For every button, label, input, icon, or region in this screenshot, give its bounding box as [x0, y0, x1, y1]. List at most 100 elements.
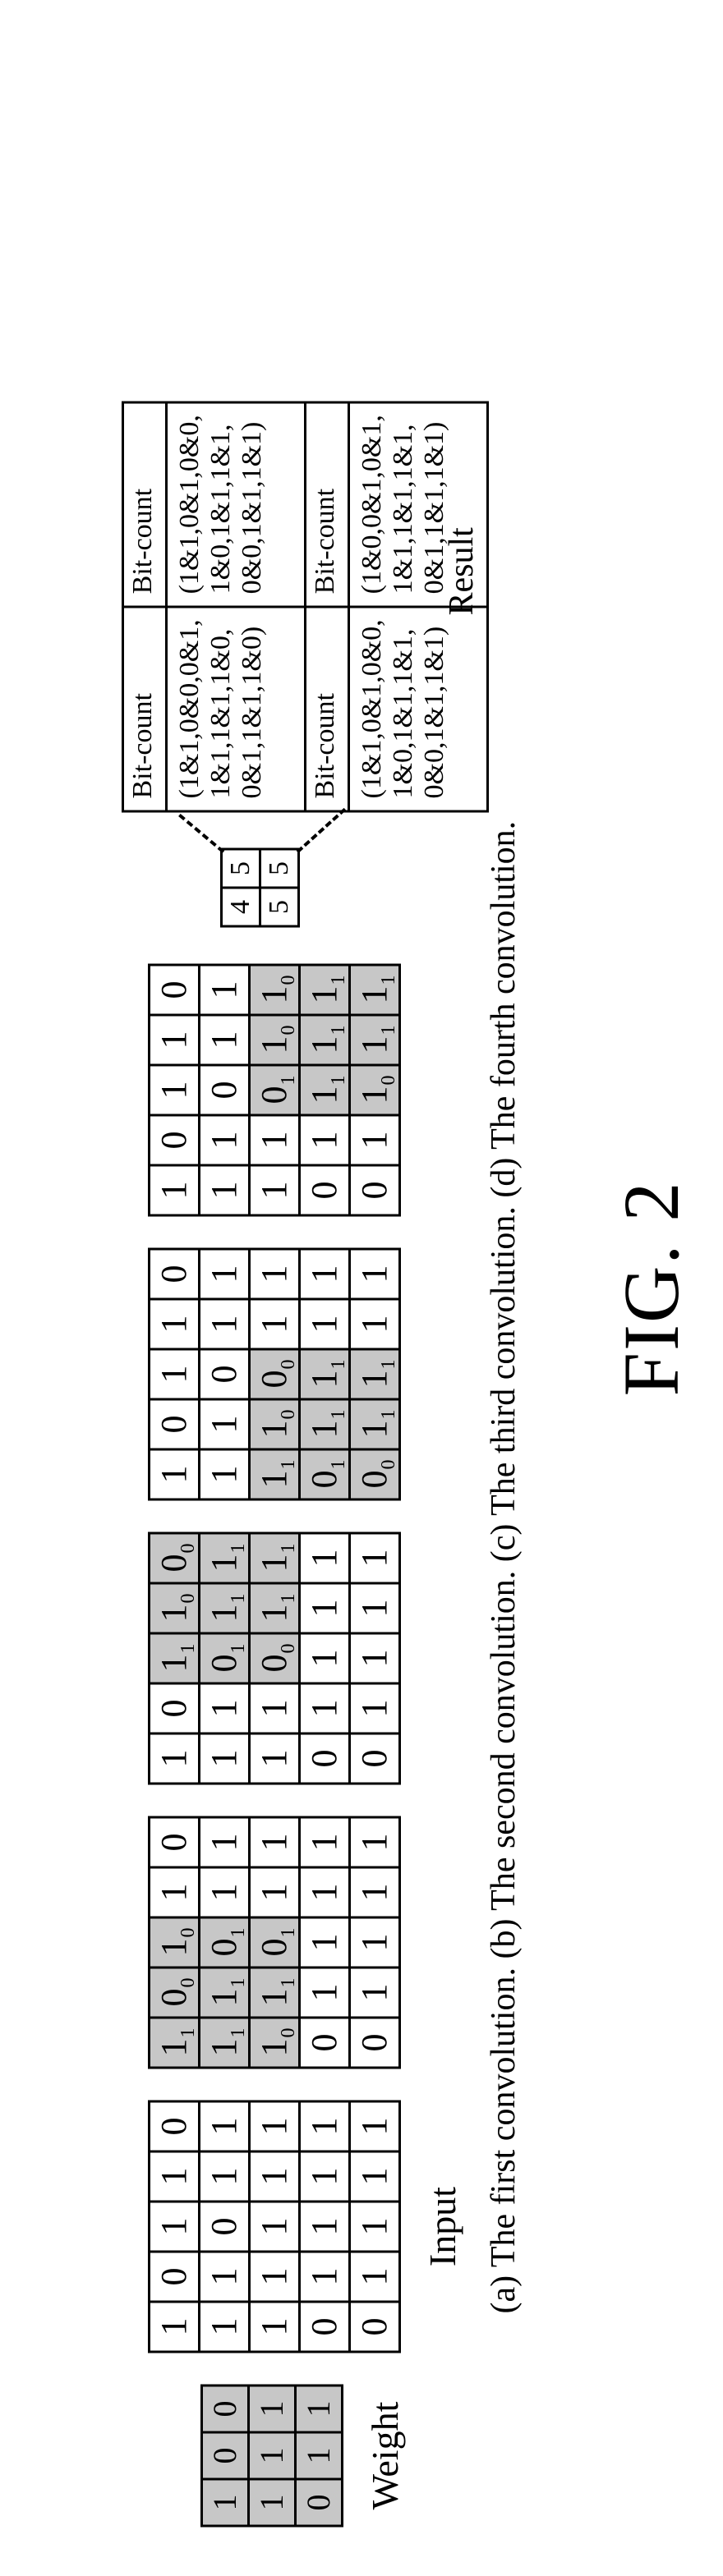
cell: 1	[249, 2432, 296, 2479]
cell: 1	[200, 2151, 250, 2202]
cell: 1	[250, 1165, 300, 1215]
cell: 11	[250, 1533, 300, 1583]
cell: 1	[250, 2252, 300, 2302]
cell: 00	[350, 1449, 400, 1499]
cell: 1	[300, 1583, 350, 1633]
cell: 1	[250, 1249, 300, 1299]
cell: 5	[260, 849, 299, 888]
cell: 0	[350, 2018, 400, 2068]
cell: 1	[300, 1249, 350, 1299]
cell: 1	[150, 1733, 200, 1784]
cell: 1	[300, 2151, 350, 2202]
bitcount-text-0: (1&1,0&0,0&1, 1&1,1&1,1&0, 0&1,1&1,1&0)	[174, 619, 267, 798]
conv-d-matrix: 1011011011110110100111111101101111	[148, 963, 401, 1216]
cell: 1	[150, 2302, 200, 2352]
bitcount-text-1: (1&1,0&1,0&0, 1&0,1&1,1&1, 0&0,1&1,1&1)	[174, 415, 267, 594]
cell: 1	[250, 1299, 300, 1349]
conv-a-matrix: 1100101011110111101101110111101111	[148, 1816, 401, 2069]
cell: 1	[250, 2302, 300, 2352]
figure-stage: 100111011 Weight 10110110111111101111011…	[0, 0, 723, 2576]
cell: 1	[350, 1533, 400, 1583]
cell: 11	[250, 1449, 300, 1499]
cell: 10	[350, 1065, 400, 1115]
conv-b-block: 1011100011011111110011110111101111	[148, 1531, 401, 1784]
cell: 1	[250, 1115, 300, 1165]
cell: 1	[200, 1399, 250, 1449]
cell: 1	[350, 2202, 400, 2252]
cell: 0	[200, 1065, 250, 1115]
cell: 1	[350, 1683, 400, 1733]
cell: 1	[200, 1015, 250, 1065]
cell: 0	[202, 2432, 249, 2479]
cell: 11	[250, 1968, 300, 2018]
cell: 0	[150, 2101, 200, 2151]
dash-connector-bot	[297, 807, 347, 852]
cell: 10	[150, 1917, 200, 1968]
cell: 5	[222, 849, 260, 888]
cell: 5	[260, 888, 299, 926]
conv-a-block: 1100101011110111101101110111101111	[148, 1816, 401, 2069]
cell: 01	[250, 1065, 300, 1115]
cell: 11	[300, 1349, 350, 1399]
cell: 11	[300, 1015, 350, 1065]
conv-b-matrix: 1011100011011111110011110111101111	[148, 1531, 401, 1784]
cell: 10	[250, 2018, 300, 2068]
input-label: Input	[421, 2186, 464, 2266]
cell: 0	[300, 2018, 350, 2068]
cell: 0	[296, 2479, 343, 2526]
cell: 0	[150, 1249, 200, 1299]
caption: (a) The first convolution. (b) The secon…	[484, 0, 523, 2313]
cell: 1	[200, 1683, 250, 1733]
cell: 10	[250, 965, 300, 1015]
cell: 11	[300, 1399, 350, 1449]
cell: 1	[300, 1867, 350, 1917]
cell: 01	[200, 1633, 250, 1683]
dash-connector-top	[178, 813, 224, 852]
cell: 0	[350, 1733, 400, 1784]
cell: 11	[200, 2018, 250, 2068]
conv-d-block: 1011011011110110100111111101101111	[148, 963, 401, 1216]
cell: 1	[200, 1733, 250, 1784]
cell: 1	[350, 2101, 400, 2151]
cell: 1	[250, 1683, 300, 1733]
bitcount-head-2: Bit-count	[123, 402, 167, 606]
cell: 11	[200, 1583, 250, 1633]
cell: 1	[296, 2385, 343, 2432]
cell: 00	[250, 1349, 300, 1399]
cell: 1	[300, 1917, 350, 1968]
cell: 00	[250, 1633, 300, 1683]
cell: 1	[249, 2479, 296, 2526]
cell: 0	[202, 2385, 249, 2432]
cell: 1	[249, 2385, 296, 2432]
bitcount-cell-0: (1&1,0&0,0&1, 1&1,1&1,1&0, 0&1,1&1,1&0)	[167, 606, 306, 810]
cell: 0	[150, 1399, 200, 1449]
cell: 01	[200, 1917, 250, 1968]
input-matrix: 1011011011111110111101111	[148, 2100, 401, 2353]
weight-block: 100111011 Weight	[200, 2384, 407, 2527]
cell: 1	[200, 965, 250, 1015]
cell: 0	[300, 1733, 350, 1784]
cell: 1	[350, 1917, 400, 1968]
bitcount-text-3: (1&0,0&1,0&1, 1&1,1&1,1&1, 0&1,1&1,1&1)	[357, 415, 449, 594]
cell: 1	[350, 1633, 400, 1683]
result-label: Result	[442, 527, 481, 615]
bitcount-cell-2: (1&1,0&1,0&0, 1&0,1&1,1&1, 0&0,1&1,1&1)	[349, 606, 488, 810]
bitcount-head-3: Bit-count	[306, 606, 349, 810]
cell: 1	[350, 1867, 400, 1917]
cell: 1	[250, 2202, 300, 2252]
cell: 1	[200, 1165, 250, 1215]
cell: 11	[200, 1968, 250, 2018]
cell: 1	[350, 1583, 400, 1633]
cell: 10	[150, 1583, 200, 1633]
cell: 1	[300, 2101, 350, 2151]
cell: 1	[300, 1115, 350, 1165]
cell: 1	[350, 1817, 400, 1867]
cell: 1	[300, 2202, 350, 2252]
cell: 11	[350, 1399, 400, 1449]
cell: 1	[150, 1165, 200, 1215]
cell: 1	[150, 1299, 200, 1349]
cell: 0	[150, 1115, 200, 1165]
cell: 00	[150, 1533, 200, 1583]
cell: 1	[200, 2101, 250, 2151]
cell: 1	[250, 1733, 300, 1784]
